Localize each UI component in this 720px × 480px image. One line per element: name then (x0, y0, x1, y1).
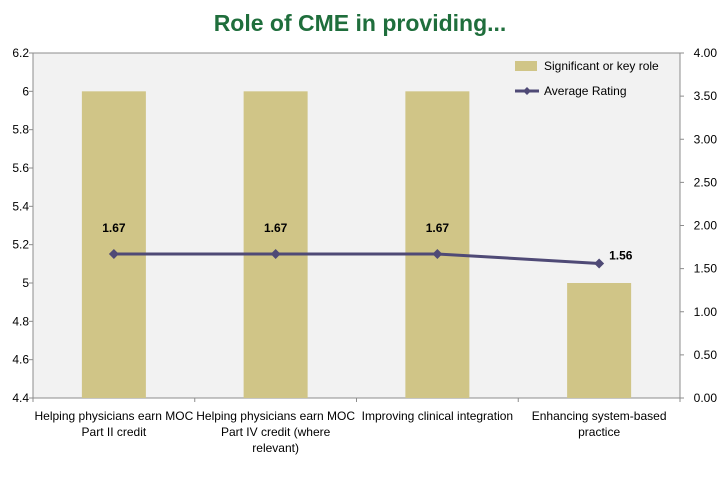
line-point (270, 248, 281, 259)
x-axis-category-label: Part IV credit (where (221, 425, 331, 439)
x-axis-category-label: practice (578, 425, 620, 439)
x-axis-category-label: relevant) (252, 441, 299, 455)
right-axis-tick-label: 0.50 (694, 348, 718, 362)
left-axis-tick-label: 5.2 (12, 238, 29, 252)
legend-label: Significant or key role (544, 59, 659, 73)
chart-title: Role of CME in providing... (213, 10, 507, 36)
data-label: 1.67 (102, 221, 126, 235)
left-axis-tick-label: 4.4 (12, 391, 29, 405)
right-axis-tick-label: 0.00 (694, 391, 718, 405)
right-axis-tick-label: 1.00 (694, 305, 718, 319)
left-axis-tick-label: 4.6 (12, 353, 29, 367)
left-axis-tick-label: 6 (22, 84, 29, 98)
x-axis-category-label: Enhancing system-based (532, 409, 667, 423)
legend-swatch-bars (515, 61, 537, 71)
average-rating-line (113, 252, 600, 265)
right-axis-tick-label: 3.00 (694, 132, 718, 146)
x-axis-category-label: Helping physicians earn MOC (196, 409, 355, 423)
line-point (594, 258, 605, 269)
right-axis-tick-label: 3.50 (694, 89, 718, 103)
data-label: 1.56 (609, 248, 633, 262)
left-axis-tick-label: 4.8 (12, 314, 29, 328)
left-axis-tick-label: 5.4 (12, 199, 29, 213)
left-axis-tick-label: 5.8 (12, 123, 29, 137)
bar (243, 91, 308, 398)
right-axis-tick-label: 1.50 (694, 262, 718, 276)
data-label: 1.67 (264, 221, 288, 235)
legend-swatch-marker (523, 87, 531, 95)
right-axis-tick-label: 4.00 (694, 46, 718, 60)
left-axis-tick-label: 6.2 (12, 46, 29, 60)
bar (81, 91, 146, 398)
bar (567, 283, 632, 398)
left-axis-tick-label: 5.6 (12, 161, 29, 175)
legend-label: Average Rating (544, 84, 627, 98)
left-axis-tick-label: 5 (22, 276, 29, 290)
x-axis-category-label: Helping physicians earn MOC (35, 409, 194, 423)
right-axis-tick-label: 2.50 (694, 175, 718, 189)
line-point (432, 248, 443, 259)
data-label: 1.67 (426, 221, 450, 235)
right-axis-tick-label: 2.00 (694, 219, 718, 233)
bar (405, 91, 470, 398)
x-axis-category-label: Improving clinical integration (362, 409, 513, 423)
x-axis-category-label: Part II credit (82, 425, 147, 439)
line-point (108, 248, 119, 259)
